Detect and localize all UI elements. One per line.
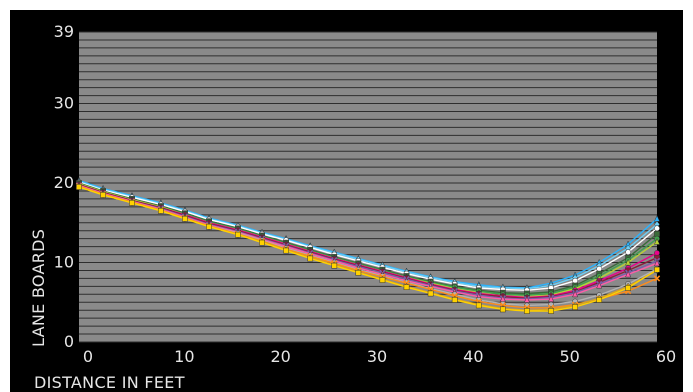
y-tick-label: 39 <box>54 22 74 41</box>
x-axis-title: DISTANCE IN FEET <box>34 373 185 392</box>
lane-pattern-chart: 0 10 20 30 39 0 10 20 30 40 50 60 LANE BOARDS DIST… <box>29 22 676 392</box>
data-point <box>129 200 135 206</box>
x-tick-label: 50 <box>559 347 579 366</box>
y-axis-title: LANE BOARDS <box>29 229 48 347</box>
data-point <box>572 290 579 298</box>
data-point <box>572 277 578 284</box>
y-tick-label: 10 <box>54 253 74 272</box>
data-point <box>331 262 338 269</box>
series-group <box>75 176 661 314</box>
x-tick-label: 30 <box>367 347 387 366</box>
data-point <box>500 306 506 313</box>
x-tick-labels: 0 10 20 30 40 50 60 <box>83 347 676 366</box>
data-point <box>654 250 660 256</box>
y-tick-label: 20 <box>54 173 74 192</box>
data-point <box>596 281 603 289</box>
data-point <box>100 192 106 198</box>
data-point <box>654 231 660 237</box>
data-point <box>259 239 265 246</box>
data-point <box>307 255 314 262</box>
data-point <box>403 284 410 291</box>
y-tick-label: 0 <box>64 332 74 351</box>
data-point <box>625 270 632 278</box>
series-line <box>78 184 658 300</box>
series-line <box>78 186 658 312</box>
data-point <box>76 184 82 190</box>
chart-frame: 0 10 20 30 39 0 10 20 30 40 50 60 LANE BOARDS DIST… <box>10 10 683 392</box>
data-point <box>427 290 434 297</box>
y-tick-label: 30 <box>54 94 74 113</box>
series-line <box>78 182 658 295</box>
data-point <box>548 295 555 302</box>
data-point <box>206 223 212 230</box>
data-point <box>235 231 241 238</box>
data-point <box>654 259 660 267</box>
data-point <box>653 275 661 282</box>
data-point <box>158 207 164 214</box>
series-line <box>78 183 658 300</box>
data-point <box>625 258 632 266</box>
x-tick-label: 10 <box>174 347 194 366</box>
data-point <box>379 277 386 283</box>
data-point <box>625 249 631 256</box>
data-point <box>475 302 482 309</box>
series-14 <box>76 184 660 314</box>
x-tick-label: 40 <box>463 347 483 366</box>
data-point <box>654 238 660 245</box>
data-point <box>625 285 631 291</box>
y-tick-labels: 0 10 20 30 39 <box>54 22 74 351</box>
x-tick-label: 0 <box>83 347 93 366</box>
data-point <box>182 215 188 222</box>
data-point <box>596 266 603 272</box>
data-point <box>355 269 362 276</box>
data-point <box>572 304 578 310</box>
data-point <box>523 296 530 303</box>
series-line <box>78 180 658 290</box>
x-tick-label: 20 <box>270 347 290 366</box>
series-line <box>78 184 658 301</box>
data-point <box>654 266 660 273</box>
data-point <box>548 308 554 314</box>
series-line <box>78 185 658 309</box>
data-point <box>596 297 603 303</box>
series-line <box>78 181 658 292</box>
data-point <box>451 297 458 303</box>
x-tick-label: 60 <box>656 347 676 366</box>
data-point <box>283 247 289 254</box>
data-point <box>654 225 660 232</box>
data-point <box>524 308 530 314</box>
